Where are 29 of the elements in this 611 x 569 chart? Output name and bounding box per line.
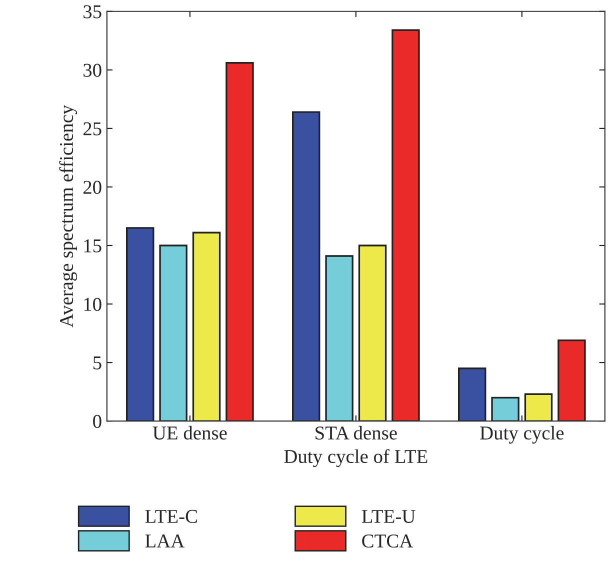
y-tick-label: 10 — [84, 298, 102, 311]
y-tick-label: 15 — [84, 239, 102, 252]
legend-label: LAA — [145, 534, 185, 548]
legend-label: LTE-C — [145, 510, 197, 523]
bar — [458, 368, 486, 422]
bar — [159, 244, 188, 422]
y-tick-label: 0 — [93, 414, 102, 428]
bar — [491, 396, 520, 422]
bar — [392, 29, 420, 422]
y-tick-label: 5 — [93, 356, 102, 370]
legend-label: LTE-U — [362, 510, 416, 523]
bar — [358, 244, 387, 422]
bar — [292, 111, 320, 422]
x-tick-label: Duty cycle — [480, 426, 564, 444]
bar — [558, 339, 586, 422]
bar — [524, 393, 553, 422]
bar — [126, 227, 154, 422]
y-tick-label: 20 — [83, 180, 102, 194]
y-axis-title: Average spectrum efficiency — [59, 104, 78, 328]
y-tick-label: 25 — [83, 122, 102, 136]
x-tick-label: STA dense — [316, 426, 397, 440]
legend-label: CTCA — [362, 534, 414, 548]
y-tick-label: 30 — [84, 64, 102, 77]
y-tick-label: 35 — [84, 5, 102, 18]
bar — [192, 232, 221, 422]
bar — [226, 62, 254, 422]
x-tick-label: UE dense — [152, 426, 227, 440]
x-axis-title: Duty cycle of LTE — [284, 449, 428, 468]
bar — [325, 255, 354, 422]
